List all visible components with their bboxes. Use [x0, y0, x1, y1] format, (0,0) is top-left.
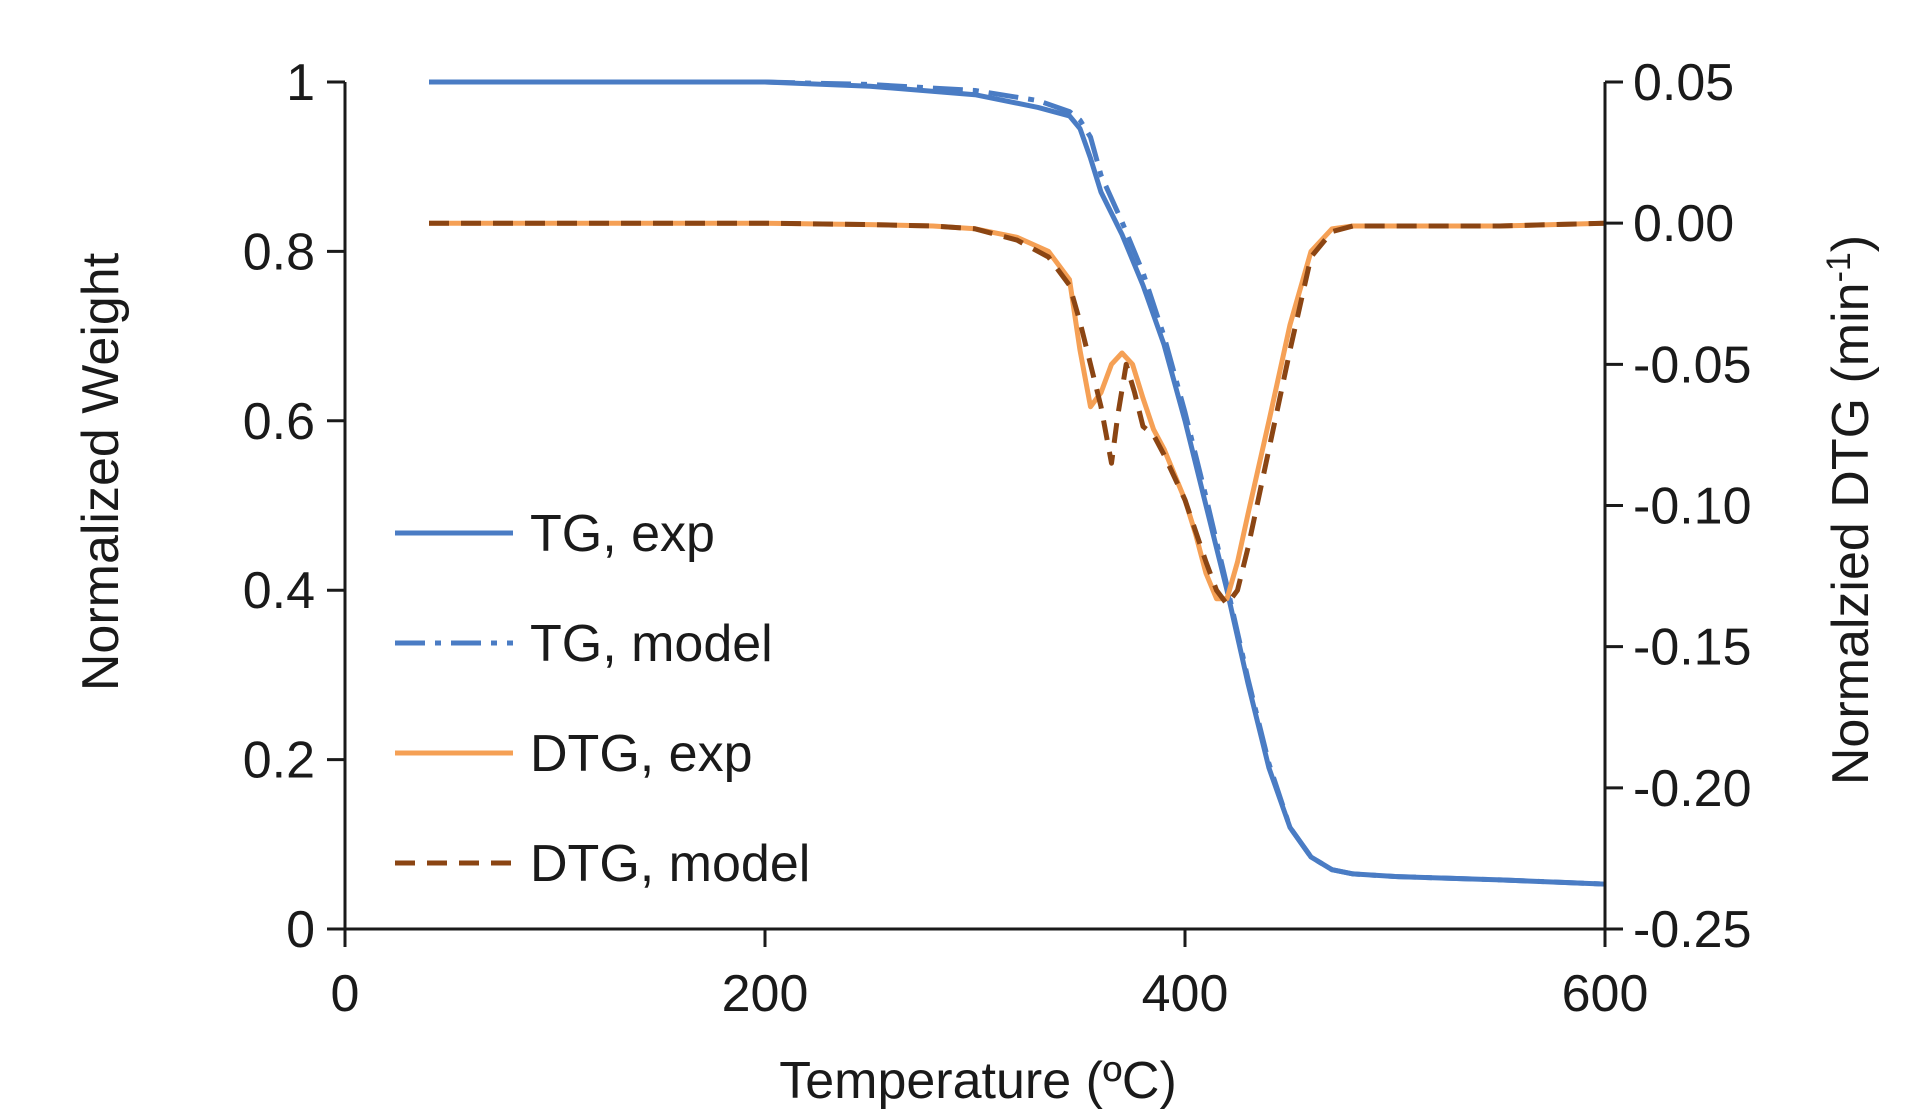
- y-left-tick-label: 0.8: [243, 223, 315, 281]
- y-right-axis-title-sup: -1: [1820, 252, 1858, 282]
- legend-label: DTG, exp: [530, 725, 753, 783]
- legend-label: TG, model: [530, 615, 773, 673]
- axes: 0 200 400 600 0 0.2 0.4 0.6 0.8 1 -0.25 -0.20 -0.1…: [243, 54, 1752, 1023]
- y-right-axis-title: Normalzied DTG (min-1): [1820, 235, 1880, 785]
- y-left-tick-label: 0.6: [243, 393, 315, 451]
- x-tick-label: 600: [1562, 965, 1649, 1023]
- y-right-tick-label: 0.00: [1633, 195, 1734, 253]
- y-right-ticks: -0.25 -0.20 -0.15 -0.10 -0.05 0.00 0.05: [1605, 54, 1752, 959]
- y-left-tick-label: 0.4: [243, 562, 315, 620]
- y-right-tick-label: -0.20: [1633, 760, 1752, 818]
- y-left-tick-label: 0: [286, 901, 315, 959]
- legend: TG, exp TG, model DTG, exp DTG, model: [395, 505, 810, 893]
- x-axis-title: Temperature (ºC): [779, 1052, 1177, 1110]
- x-tick-label: 400: [1142, 965, 1229, 1023]
- series-line-dtg-model: [429, 220, 1606, 607]
- y-right-axis-title-main: Normalzied DTG (min: [1822, 282, 1880, 785]
- y-right-tick-label: -0.25: [1633, 901, 1752, 959]
- y-left-tick-label: 0.2: [243, 732, 315, 790]
- y-right-tick-label: 0.05: [1633, 54, 1734, 112]
- y-right-tick-label: -0.15: [1633, 619, 1752, 677]
- y-right-axis-title-end: ): [1822, 235, 1880, 252]
- x-tick-label: 200: [722, 965, 809, 1023]
- series-line-tg-model: [429, 79, 1606, 887]
- y-left-tick-label: 1: [286, 54, 315, 112]
- x-tick-label: 0: [331, 965, 360, 1023]
- series-layer: [429, 79, 1606, 887]
- legend-label: TG, exp: [530, 505, 715, 563]
- y-right-tick-label: -0.05: [1633, 336, 1752, 394]
- y-right-tick-label: -0.10: [1633, 478, 1752, 536]
- x-ticks: 0 200 400 600: [331, 929, 1649, 1023]
- y-left-axis-title: Normalized Weight: [72, 252, 130, 691]
- y-left-ticks: 0 0.2 0.4 0.6 0.8 1: [243, 54, 345, 959]
- legend-label: DTG, model: [530, 835, 810, 893]
